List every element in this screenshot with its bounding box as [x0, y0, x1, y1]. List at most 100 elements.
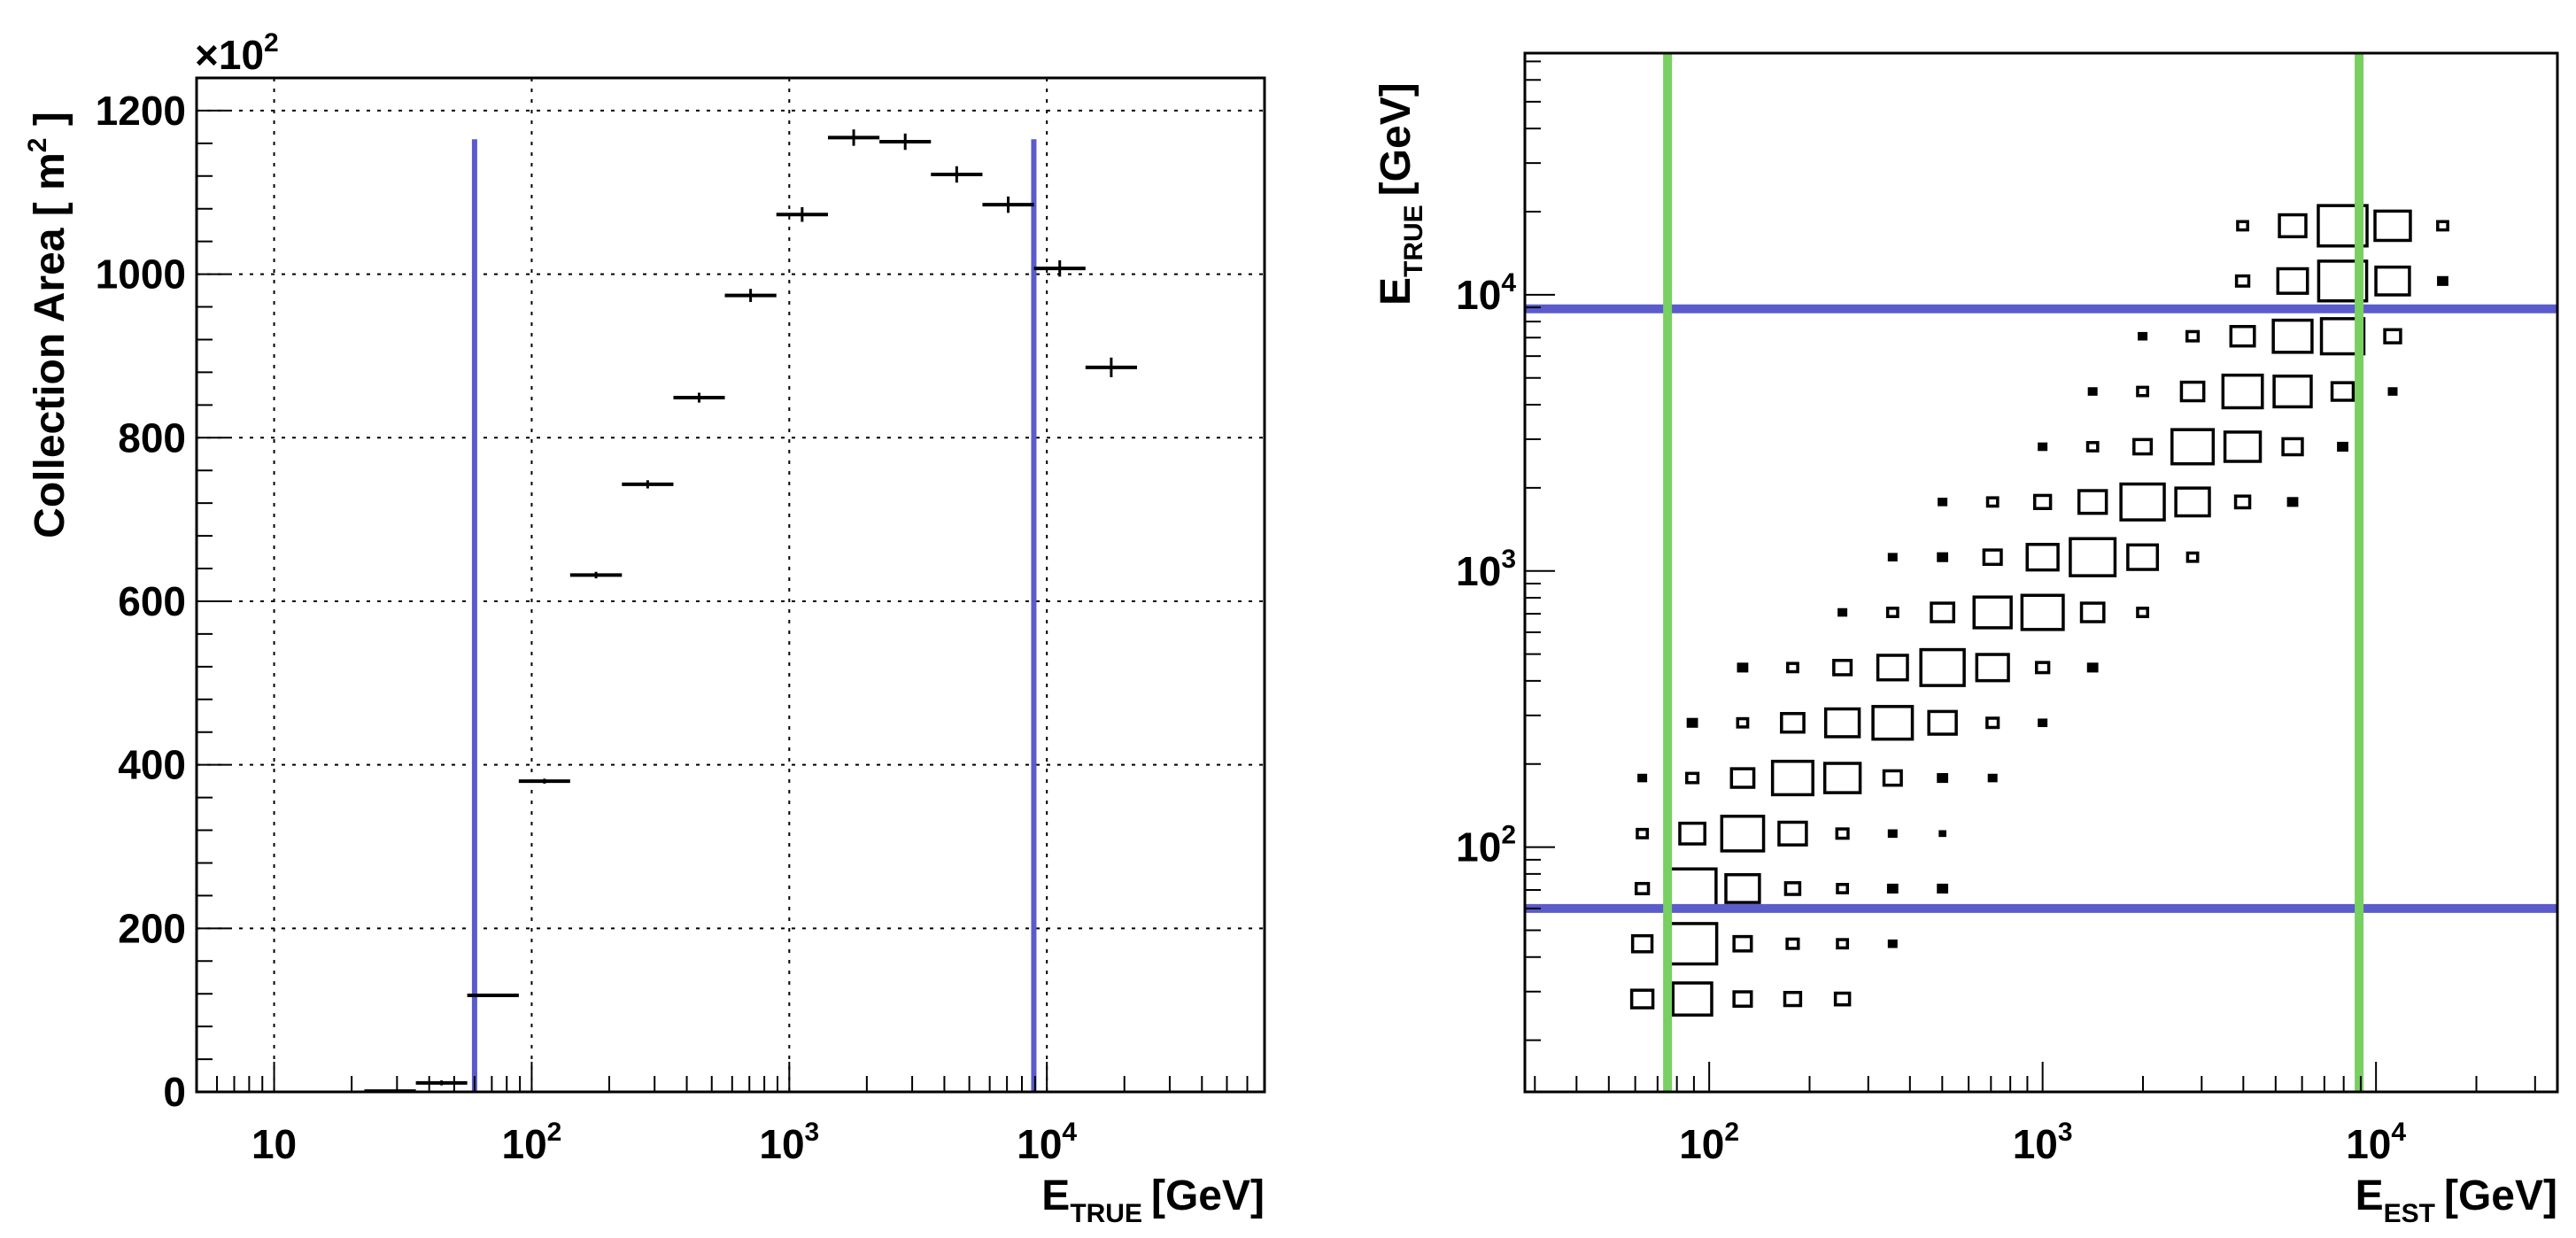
right-x-ticks: 102 103 104	[1534, 1062, 2536, 1167]
left-data-point-10	[879, 133, 932, 151]
matrix-cell-94	[2374, 265, 2411, 297]
matrix-cell-91	[2234, 274, 2251, 288]
right-matrix-boxes	[1629, 204, 2449, 1017]
left-y-tick-label-6: 1200	[96, 88, 186, 134]
matrix-cell-1	[1671, 981, 1713, 1017]
matrix-cell-7	[1732, 934, 1753, 953]
matrix-cell-26	[1685, 771, 1700, 785]
left-y-tick-label-1: 200	[118, 905, 186, 951]
matrix-cell-58	[1982, 548, 2003, 567]
matrix-cell-80	[2179, 380, 2206, 403]
matrix-cell-85	[2138, 331, 2148, 341]
matrix-cell-64	[1985, 496, 2000, 508]
matrix-cell-61	[2126, 543, 2160, 571]
left-data-point-13	[1033, 259, 1086, 277]
matrix-cell-14	[1783, 881, 1802, 896]
matrix-cell-99	[2373, 209, 2412, 243]
matrix-cell-49	[1837, 607, 1848, 617]
left-data-point-9	[827, 129, 880, 146]
matrix-cell-15	[1836, 883, 1850, 894]
matrix-cell-70	[2286, 497, 2299, 507]
left-y-axis-title: Collection Area [ m2 ]	[23, 112, 73, 538]
left-x-tick-label-2: 103	[759, 1118, 819, 1167]
right-x-tick-label-2: 104	[2346, 1118, 2406, 1167]
left-y-tick-label-2: 400	[118, 742, 186, 788]
matrix-cell-81	[2221, 373, 2264, 410]
left-y-tick-label-5: 1000	[96, 251, 186, 298]
right-y-axis-title: ETRUE[GeV]	[1373, 82, 1428, 306]
right-y-tick-label-0: 102	[1456, 821, 1516, 870]
matrix-cell-8	[1785, 937, 1800, 950]
matrix-cell-59	[2025, 543, 2060, 572]
matrix-cell-84	[2387, 387, 2398, 396]
right-cut-lines	[1525, 53, 2557, 1092]
left-data-point-3	[518, 778, 570, 784]
matrix-cell-75	[2223, 430, 2263, 463]
matrix-cell-23	[1887, 829, 1898, 839]
matrix-cell-100	[2436, 220, 2449, 232]
matrix-cell-19	[1678, 821, 1706, 846]
matrix-cell-36	[1823, 707, 1861, 739]
right-y-ticks: 102 103 104	[1456, 60, 1555, 1041]
left-data-points	[364, 129, 1137, 1094]
matrix-cell-73	[2132, 437, 2154, 456]
left-data-point-1	[415, 1080, 468, 1086]
matrix-cell-32	[1987, 773, 1998, 783]
left-data-point-4	[569, 571, 623, 579]
left-data-point-7	[724, 289, 777, 303]
matrix-cell-74	[2170, 428, 2216, 466]
matrix-cell-29	[1822, 762, 1862, 794]
matrix-cell-93	[2317, 259, 2369, 303]
matrix-cell-38	[1927, 709, 1958, 736]
matrix-cell-34	[1736, 716, 1750, 729]
matrix-cell-83	[2330, 381, 2356, 402]
matrix-cell-18	[1636, 827, 1649, 840]
left-x-tick-label-3: 104	[1017, 1118, 1077, 1167]
matrix-cell-56	[1887, 553, 1898, 562]
matrix-cell-57	[1937, 552, 1949, 562]
matrix-cell-50	[1885, 607, 1899, 618]
matrix-cell-35	[1780, 712, 1806, 734]
matrix-cell-68	[2174, 486, 2211, 518]
matrix-cell-97	[2278, 213, 2308, 239]
left-plot-frame	[195, 76, 1266, 1094]
matrix-cell-24	[1938, 830, 1946, 838]
matrix-cell-10	[1887, 939, 1898, 948]
collection-area-chart: 10 102 103 104 0 200 400 600 800 1000 1200 Collec…	[23, 28, 1266, 1228]
matrix-cell-77	[2337, 441, 2348, 453]
left-y-tick-label-3: 600	[118, 578, 186, 624]
matrix-cell-39	[1985, 716, 2000, 730]
matrix-cell-33	[1686, 717, 1698, 728]
right-x-axis-title: EEST [GeV]	[2356, 1172, 2557, 1228]
right-x-tick-label-1: 103	[2013, 1118, 2073, 1167]
left-x-tick-label-0: 10	[251, 1121, 297, 1167]
matrix-cell-54	[2079, 601, 2106, 623]
matrix-cell-9	[1836, 938, 1850, 950]
matrix-cell-25	[1637, 773, 1648, 783]
matrix-cell-41	[1737, 662, 1749, 673]
left-x-axis-title: ETRUE [GeV]	[1041, 1172, 1265, 1228]
matrix-cell-66	[2077, 489, 2108, 515]
matrix-cell-90	[2383, 328, 2402, 344]
matrix-cell-44	[1876, 654, 1909, 682]
left-data-point-11	[931, 166, 983, 183]
matrix-cell-53	[2020, 593, 2065, 631]
matrix-cell-47	[2034, 661, 2051, 675]
matrix-cell-87	[2229, 324, 2256, 348]
matrix-cell-51	[1930, 601, 1956, 623]
matrix-cell-62	[2185, 551, 2200, 563]
matrix-cell-42	[1786, 662, 1799, 674]
matrix-cell-79	[2136, 385, 2149, 398]
matrix-cell-43	[1832, 658, 1853, 677]
right-plot-frame	[1523, 51, 2559, 1094]
left-y-multiplier: ×102	[195, 28, 279, 78]
matrix-cell-48	[2086, 662, 2099, 673]
matrix-cell-76	[2281, 437, 2304, 457]
matrix-cell-40	[2038, 718, 2048, 728]
matrix-cell-0	[1629, 988, 1655, 1010]
matrix-cell-27	[1729, 767, 1756, 789]
matrix-cell-3	[1783, 990, 1803, 1008]
matrix-cell-17	[1937, 883, 1949, 894]
matrix-cell-16	[1886, 883, 1899, 894]
